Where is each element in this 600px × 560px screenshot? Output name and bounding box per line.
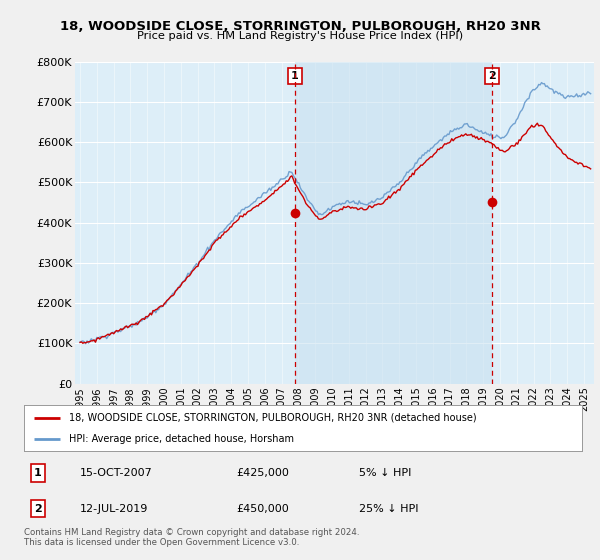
Text: 25% ↓ HPI: 25% ↓ HPI <box>359 503 418 514</box>
Text: HPI: Average price, detached house, Horsham: HPI: Average price, detached house, Hors… <box>68 435 293 444</box>
Text: 2: 2 <box>34 503 42 514</box>
Text: 18, WOODSIDE CLOSE, STORRINGTON, PULBOROUGH, RH20 3NR: 18, WOODSIDE CLOSE, STORRINGTON, PULBORO… <box>59 20 541 32</box>
Text: 18, WOODSIDE CLOSE, STORRINGTON, PULBOROUGH, RH20 3NR (detached house): 18, WOODSIDE CLOSE, STORRINGTON, PULBORO… <box>68 413 476 423</box>
Text: 5% ↓ HPI: 5% ↓ HPI <box>359 468 411 478</box>
Text: £425,000: £425,000 <box>236 468 289 478</box>
Text: Price paid vs. HM Land Registry's House Price Index (HPI): Price paid vs. HM Land Registry's House … <box>137 31 463 41</box>
Text: £450,000: £450,000 <box>236 503 289 514</box>
Text: 1: 1 <box>34 468 42 478</box>
Text: 12-JUL-2019: 12-JUL-2019 <box>80 503 148 514</box>
Bar <box>295 62 492 384</box>
Text: 15-OCT-2007: 15-OCT-2007 <box>80 468 152 478</box>
Text: Contains HM Land Registry data © Crown copyright and database right 2024.
This d: Contains HM Land Registry data © Crown c… <box>24 528 359 547</box>
Text: 1: 1 <box>291 71 299 81</box>
Text: 2: 2 <box>488 71 496 81</box>
